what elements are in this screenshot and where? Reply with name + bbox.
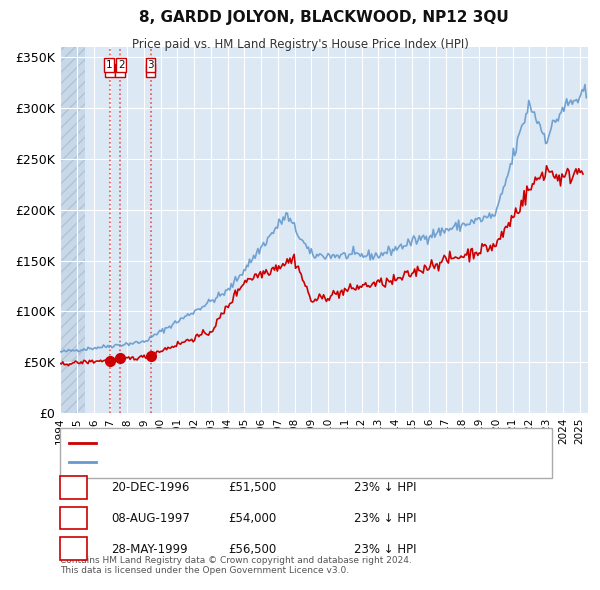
Text: 3: 3 [70, 543, 77, 556]
Text: 28-MAY-1999: 28-MAY-1999 [111, 543, 188, 556]
Text: 20-DEC-1996: 20-DEC-1996 [111, 481, 190, 494]
Text: 23% ↓ HPI: 23% ↓ HPI [354, 543, 416, 556]
Text: £54,000: £54,000 [228, 512, 276, 525]
Bar [60, 47, 85, 413]
Title: 8, GARDD JOLYON, BLACKWOOD, NP12 3QU: 8, GARDD JOLYON, BLACKWOOD, NP12 3QU [139, 10, 509, 25]
Text: £56,500: £56,500 [228, 543, 276, 556]
Text: £51,500: £51,500 [228, 481, 276, 494]
Text: 2: 2 [117, 65, 124, 76]
Text: Contains HM Land Registry data © Crown copyright and database right 2024.
This d: Contains HM Land Registry data © Crown c… [60, 556, 412, 575]
Text: 2: 2 [118, 60, 124, 70]
Text: 2: 2 [70, 512, 77, 525]
Text: 23% ↓ HPI: 23% ↓ HPI [354, 481, 416, 494]
Text: 1: 1 [106, 60, 112, 70]
Text: Price paid vs. HM Land Registry's House Price Index (HPI): Price paid vs. HM Land Registry's House … [131, 38, 469, 51]
Text: 8, GARDD JOLYON, BLACKWOOD, NP12 3QU (detached house): 8, GARDD JOLYON, BLACKWOOD, NP12 3QU (de… [99, 436, 421, 445]
Text: 1: 1 [106, 65, 113, 76]
Text: 3: 3 [147, 60, 154, 70]
Text: 3: 3 [147, 65, 154, 76]
Text: 1: 1 [70, 481, 77, 494]
Text: 08-AUG-1997: 08-AUG-1997 [111, 512, 190, 525]
Text: HPI: Average price, detached house, Caerphilly: HPI: Average price, detached house, Caer… [99, 455, 345, 465]
Text: 23% ↓ HPI: 23% ↓ HPI [354, 512, 416, 525]
